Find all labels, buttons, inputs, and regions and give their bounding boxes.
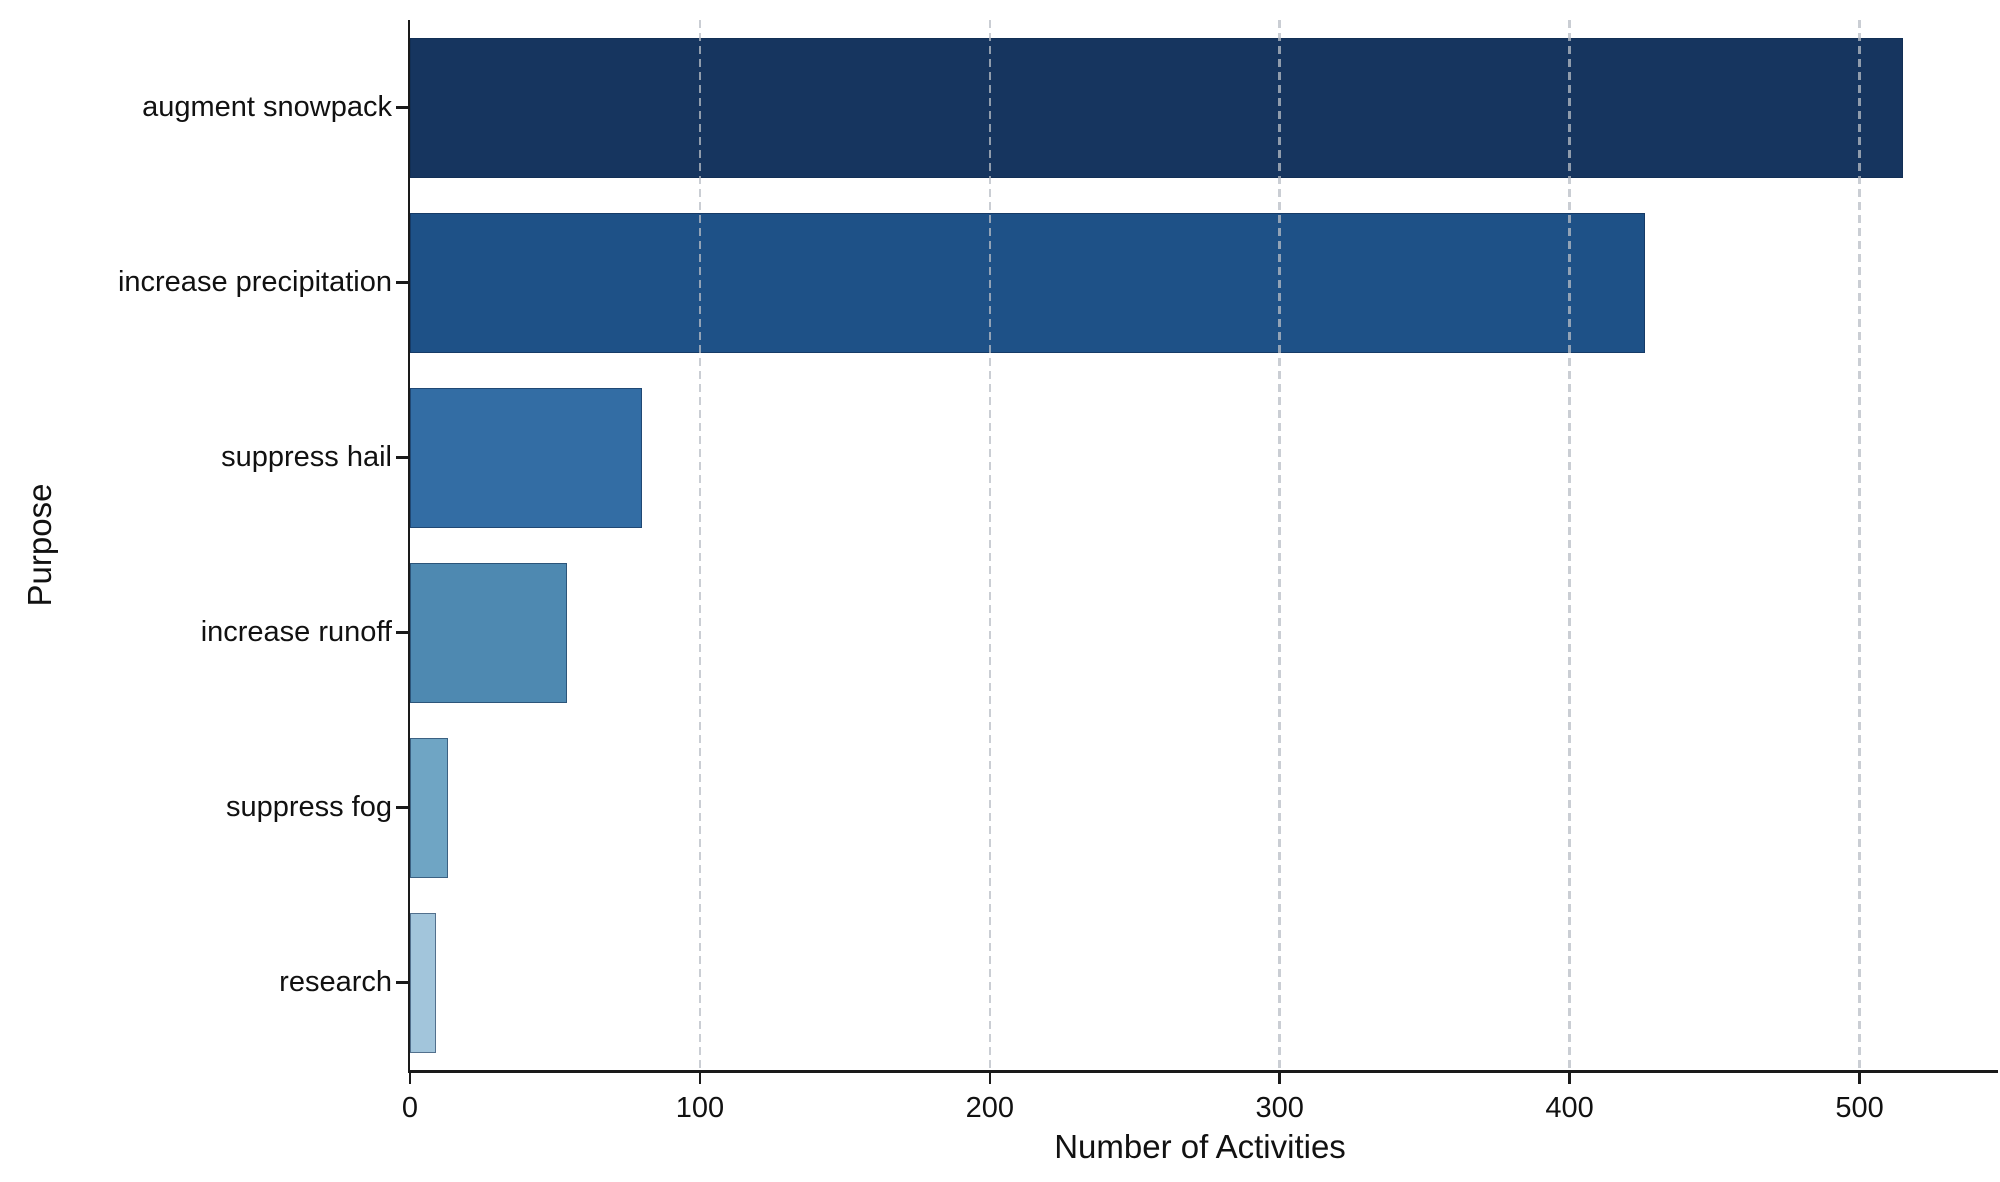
y-tick-label-suppress-fog: suppress fog bbox=[225, 791, 392, 823]
x-tick-mark-400 bbox=[1568, 1070, 1571, 1084]
y-tick-mark-increase-runoff bbox=[396, 631, 410, 634]
y-tick-label-research: research bbox=[279, 966, 392, 998]
y-tick-label-augment-snowpack: augment snowpack bbox=[142, 91, 392, 123]
x-tick-mark-500 bbox=[1858, 1070, 1861, 1084]
y-axis-spine bbox=[407, 20, 410, 1073]
x-tick-label-100: 100 bbox=[675, 1092, 725, 1124]
x-axis-spine bbox=[407, 1070, 1998, 1073]
y-tick-mark-augment-snowpack bbox=[396, 106, 410, 109]
y-tick-label-increase-runoff: increase runoff bbox=[200, 616, 392, 648]
x-tick-label-200: 200 bbox=[965, 1092, 1015, 1124]
x-tick-mark-100 bbox=[698, 1070, 702, 1084]
x-tick-mark-0 bbox=[408, 1070, 412, 1084]
plot-area bbox=[407, 20, 1998, 1073]
bar-research bbox=[410, 912, 437, 1053]
gridline-x-200 bbox=[988, 20, 992, 1070]
gridline-x-100 bbox=[698, 20, 702, 1070]
x-tick-mark-200 bbox=[988, 1070, 992, 1084]
bar-suppress-hail bbox=[410, 387, 642, 528]
bar-increase-precipitation bbox=[410, 212, 1645, 353]
bar-augment-snowpack bbox=[410, 37, 1904, 178]
x-tick-mark-300 bbox=[1278, 1070, 1281, 1084]
gridline-x-300 bbox=[1278, 20, 1281, 1070]
y-tick-mark-research bbox=[396, 981, 410, 984]
x-tick-label-300: 300 bbox=[1255, 1092, 1304, 1124]
y-tick-label-suppress-hail: suppress hail bbox=[221, 441, 392, 473]
x-tick-label-0: 0 bbox=[401, 1092, 419, 1124]
y-tick-mark-increase-precipitation bbox=[396, 281, 410, 284]
x-tick-label-500: 500 bbox=[1835, 1092, 1884, 1124]
bar-suppress-fog bbox=[410, 737, 448, 878]
x-tick-label-400: 400 bbox=[1545, 1092, 1594, 1124]
gridline-x-400 bbox=[1568, 20, 1571, 1070]
x-axis-title: Number of Activities bbox=[1054, 1128, 1346, 1165]
y-tick-label-increase-precipitation: increase precipitation bbox=[117, 266, 392, 298]
y-tick-mark-suppress-fog bbox=[396, 806, 410, 809]
gridline-x-500 bbox=[1858, 20, 1861, 1070]
bar-increase-runoff bbox=[410, 562, 567, 703]
y-axis-title: Purpose bbox=[21, 483, 58, 607]
y-tick-mark-suppress-hail bbox=[396, 456, 410, 459]
